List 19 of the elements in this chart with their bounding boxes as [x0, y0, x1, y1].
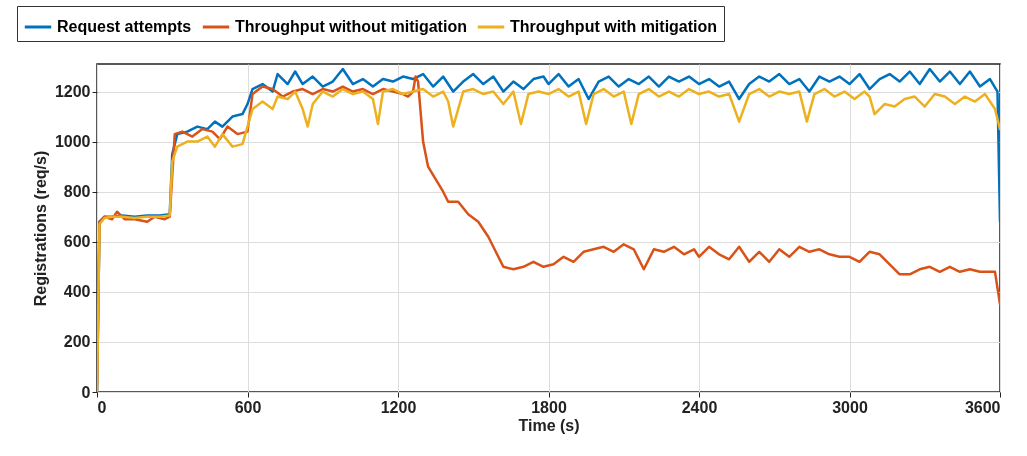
y-axis-title: Registrations (req/s)	[31, 150, 49, 307]
y-tick-label: 0	[81, 383, 91, 401]
x-tick-label: 2400	[681, 398, 718, 416]
y-tick-label: 800	[63, 183, 91, 201]
x-tick-label: 1200	[380, 398, 417, 416]
y-tick-label: 1000	[54, 133, 91, 151]
y-tick-label: 1200	[54, 83, 91, 101]
legend-label: Throughput without mitigation	[235, 18, 467, 35]
y-tick-label: 600	[63, 233, 91, 251]
legend-label: Request attempts	[57, 18, 192, 35]
y-tick-label: 400	[63, 283, 91, 301]
x-tick-label: 0	[97, 398, 107, 416]
x-axis-title: Time (s)	[518, 416, 580, 434]
y-tick-label: 200	[63, 333, 91, 351]
x-tick-label: 3000	[832, 398, 868, 416]
x-tick-label: 600	[234, 398, 262, 416]
x-tick-label: 3600	[964, 398, 1001, 416]
x-tick-label: 1800	[531, 398, 567, 416]
legend-label: Throughput with mitigation	[510, 18, 718, 35]
